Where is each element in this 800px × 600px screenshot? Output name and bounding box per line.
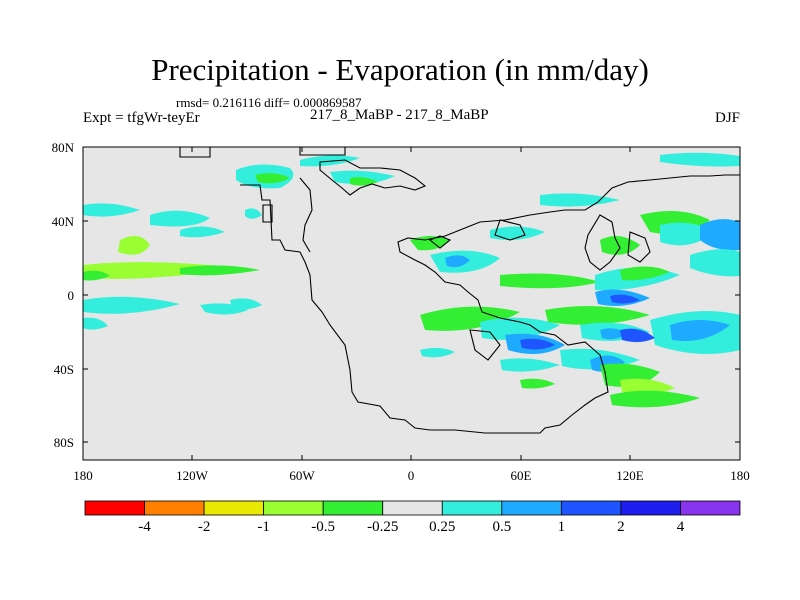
lat-label-eq: 0 — [67, 288, 75, 303]
plot-title: Precipitation - Evaporation (in mm/day) — [151, 52, 649, 87]
lon-label-0: 0 — [407, 468, 415, 483]
colorbar-swatch — [501, 500, 562, 516]
anomaly-patches — [83, 152, 740, 408]
colorbar-swatch — [144, 500, 205, 516]
lon-label-180w: 180 — [73, 468, 93, 483]
lon-label-120e: 120E — [616, 468, 644, 483]
colorbar-label: -4 — [138, 519, 151, 535]
colorbar-label: -1 — [257, 519, 270, 535]
colorbar-swatch — [620, 500, 681, 516]
colorbar-label: -2 — [197, 519, 211, 535]
colorbar-label: -0.5 — [311, 519, 336, 535]
colorbar-label: 0.25 — [429, 519, 456, 535]
colorbar-swatch — [441, 500, 503, 516]
lat-label-40n: 40N — [51, 214, 74, 229]
season-label: DJF — [714, 110, 740, 126]
colorbar-label: 0.5 — [492, 519, 512, 535]
stats-text: rmsd= 0.216116 diff= 0.000869587 — [176, 95, 362, 110]
lon-label-180e: 180 — [730, 468, 750, 483]
colorbar-label: 2 — [617, 519, 625, 535]
colorbar-swatch — [680, 500, 741, 516]
cases-label: 217_8_MaBP - 217_8_MaBP — [310, 107, 489, 123]
colorbar-label: 4 — [676, 519, 685, 535]
map-field — [82, 146, 741, 461]
lat-label-80s: 80S — [53, 435, 74, 450]
experiment-label: Expt = tfgWr-teyEr — [83, 110, 200, 126]
colorbar-swatch — [84, 500, 145, 516]
lon-label-120w: 120W — [176, 468, 208, 483]
colorbar-swatch — [560, 500, 622, 516]
lon-label-60e: 60E — [510, 468, 532, 483]
colorbar-swatch — [382, 500, 443, 516]
lat-label-80n: 80N — [51, 140, 74, 155]
colorbar-label: 1 — [557, 519, 566, 535]
colorbar-label: -0.25 — [367, 519, 399, 535]
lon-label-60w: 60W — [289, 468, 315, 483]
colorbar-swatch — [203, 500, 265, 516]
colorbar-swatch — [322, 500, 384, 516]
lat-label-40s: 40S — [53, 362, 74, 377]
colorbar-swatch — [263, 500, 324, 516]
